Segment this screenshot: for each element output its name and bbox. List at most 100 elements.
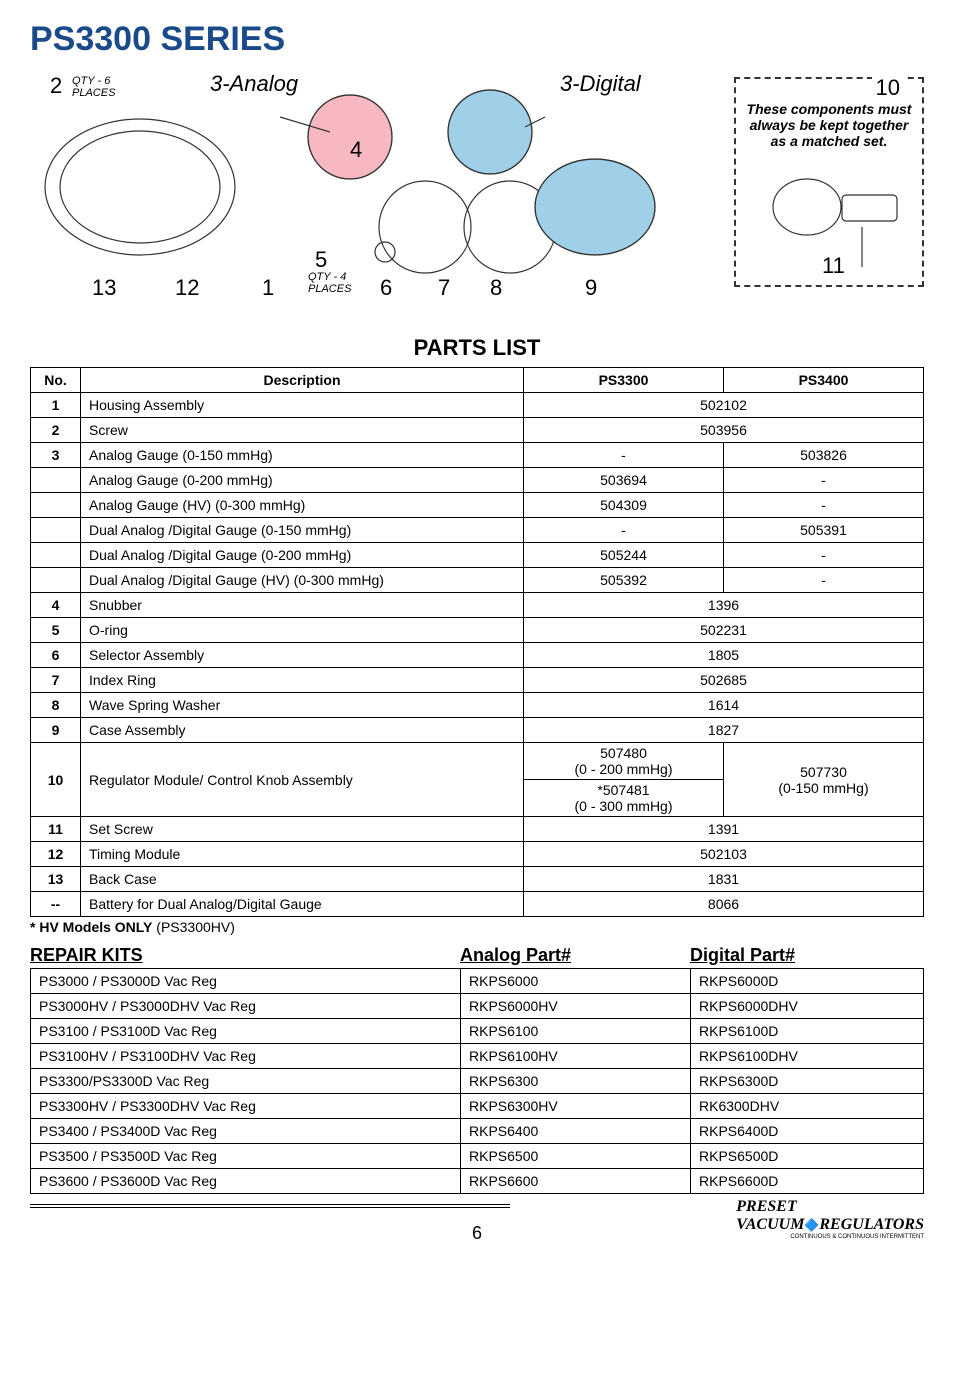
repair-cell: PS3600 / PS3600D Vac Reg xyxy=(31,1169,461,1194)
table-row: PS3000 / PS3000D Vac RegRKPS6000RKPS6000… xyxy=(31,969,924,994)
repair-cell: PS3100HV / PS3100DHV Vac Reg xyxy=(31,1044,461,1069)
table-row: PS3600 / PS3600D Vac RegRKPS6600RKPS6600… xyxy=(31,1169,924,1194)
parts-value: - xyxy=(724,568,924,593)
table-row: 8Wave Spring Washer1614 xyxy=(31,693,924,718)
table-row: 11Set Screw1391 xyxy=(31,817,924,842)
repair-cell: RKPS6000D xyxy=(691,969,924,994)
matched-set-text: These components must always be kept tog… xyxy=(744,101,914,149)
parts-desc: Selector Assembly xyxy=(81,643,524,668)
parts-value: 1614 xyxy=(524,693,924,718)
parts-no: 7 xyxy=(31,668,81,693)
table-row: Analog Gauge (0-200 mmHg)503694- xyxy=(31,468,924,493)
brand-tagline: CONTINUOUS & CONTINUOUS INTERMITTENT xyxy=(736,1234,924,1240)
table-row: 10Regulator Module/ Control Knob Assembl… xyxy=(31,743,924,817)
parts-no: 12 xyxy=(31,842,81,867)
parts-desc: O-ring xyxy=(81,618,524,643)
repair-col-analog: Analog Part# xyxy=(460,945,690,966)
table-row: --Battery for Dual Analog/Digital Gauge8… xyxy=(31,892,924,917)
parts-header-row: No. Description PS3300 PS3400 xyxy=(31,368,924,393)
diagram-svg xyxy=(30,77,730,297)
parts-no xyxy=(31,543,81,568)
parts-value: - xyxy=(724,493,924,518)
matched-set-box: 10 These components must always be kept … xyxy=(734,77,924,287)
parts-desc: Dual Analog /Digital Gauge (0-200 mmHg) xyxy=(81,543,524,568)
parts-desc: Case Assembly xyxy=(81,718,524,743)
table-row: PS3300/PS3300D Vac RegRKPS6300RKPS6300D xyxy=(31,1069,924,1094)
table-row: Analog Gauge (HV) (0-300 mmHg)504309- xyxy=(31,493,924,518)
parts-value: 507730 (0-150 mmHg) xyxy=(724,743,924,817)
page-number: 6 xyxy=(472,1223,482,1244)
parts-no xyxy=(31,493,81,518)
repair-table: PS3000 / PS3000D Vac RegRKPS6000RKPS6000… xyxy=(30,968,924,1194)
callout-1: 1 xyxy=(262,275,274,301)
parts-value: 8066 xyxy=(524,892,924,917)
header-no: No. xyxy=(31,368,81,393)
repair-title-text: REPAIR KITS xyxy=(30,945,460,966)
parts-desc: Back Case xyxy=(81,867,524,892)
parts-desc: Screw xyxy=(81,418,524,443)
parts-value: - xyxy=(524,518,724,543)
parts-no: 11 xyxy=(31,817,81,842)
parts-desc: Regulator Module/ Control Knob Assembly xyxy=(81,743,524,817)
table-row: PS3300HV / PS3300DHV Vac RegRKPS6300HVRK… xyxy=(31,1094,924,1119)
parts-value: - xyxy=(724,468,924,493)
footer-rule xyxy=(30,1204,510,1208)
repair-cell: RKPS6500 xyxy=(461,1144,691,1169)
parts-value: 505391 xyxy=(724,518,924,543)
callout-3-analog: 3-Analog xyxy=(210,71,298,97)
parts-desc: Battery for Dual Analog/Digital Gauge xyxy=(81,892,524,917)
callout-8: 8 xyxy=(490,275,502,301)
callout-2-qty: QTY - 6 PLACES xyxy=(72,75,115,99)
table-row: 13Back Case1831 xyxy=(31,867,924,892)
table-row: Dual Analog /Digital Gauge (0-150 mmHg)-… xyxy=(31,518,924,543)
parts-no xyxy=(31,568,81,593)
repair-cell: RKPS6300HV xyxy=(461,1094,691,1119)
table-row: 4Snubber1396 xyxy=(31,593,924,618)
parts-no: 5 xyxy=(31,618,81,643)
parts-no: 10 xyxy=(31,743,81,817)
parts-value: 1391 xyxy=(524,817,924,842)
parts-no xyxy=(31,468,81,493)
parts-value: 1831 xyxy=(524,867,924,892)
parts-value: 1396 xyxy=(524,593,924,618)
parts-no: 3 xyxy=(31,443,81,468)
repair-cell: RKPS6000HV xyxy=(461,994,691,1019)
page-title: PS3300 SERIES xyxy=(30,20,924,59)
repair-cell: PS3400 / PS3400D Vac Reg xyxy=(31,1119,461,1144)
brand-regulators: REGULATORS xyxy=(819,1216,924,1233)
table-row: PS3000HV / PS3000DHV Vac RegRKPS6000HVRK… xyxy=(31,994,924,1019)
repair-cell: RKPS6600D xyxy=(691,1169,924,1194)
parts-value: 502231 xyxy=(524,618,924,643)
table-row: PS3100HV / PS3100DHV Vac RegRKPS6100HVRK… xyxy=(31,1044,924,1069)
parts-desc: Timing Module xyxy=(81,842,524,867)
callout-13: 13 xyxy=(92,275,116,301)
parts-desc: Dual Analog /Digital Gauge (0-150 mmHg) xyxy=(81,518,524,543)
table-row: 3Analog Gauge (0-150 mmHg)-503826 xyxy=(31,443,924,468)
header-desc: Description xyxy=(81,368,524,393)
parts-no: 13 xyxy=(31,867,81,892)
callout-3-digital: 3-Digital xyxy=(560,71,641,97)
callout-10: 10 xyxy=(872,75,904,101)
brand-block: PRESET VACUUM🔷REGULATORS CONTINUOUS & CO… xyxy=(736,1198,924,1240)
parts-list-heading: PARTS LIST xyxy=(30,335,924,361)
hv-note-rest: (PS3300HV) xyxy=(152,919,234,935)
repair-cell: RKPS6100HV xyxy=(461,1044,691,1069)
parts-value: 504309 xyxy=(524,493,724,518)
parts-value: 503694 xyxy=(524,468,724,493)
parts-no xyxy=(31,518,81,543)
parts-value: 507480(0 - 200 mmHg)*507481(0 - 300 mmHg… xyxy=(524,743,724,817)
callout-12: 12 xyxy=(175,275,199,301)
parts-desc: Index Ring xyxy=(81,668,524,693)
table-row: 2Screw503956 xyxy=(31,418,924,443)
parts-desc: Snubber xyxy=(81,593,524,618)
repair-cell: PS3500 / PS3500D Vac Reg xyxy=(31,1144,461,1169)
parts-value: 503826 xyxy=(724,443,924,468)
parts-no: -- xyxy=(31,892,81,917)
table-row: 5O-ring502231 xyxy=(31,618,924,643)
parts-no: 9 xyxy=(31,718,81,743)
brand-preset: PRESET xyxy=(736,1198,796,1215)
parts-no: 2 xyxy=(31,418,81,443)
parts-no: 4 xyxy=(31,593,81,618)
parts-desc: Analog Gauge (0-150 mmHg) xyxy=(81,443,524,468)
repair-cell: RKPS6000 xyxy=(461,969,691,994)
